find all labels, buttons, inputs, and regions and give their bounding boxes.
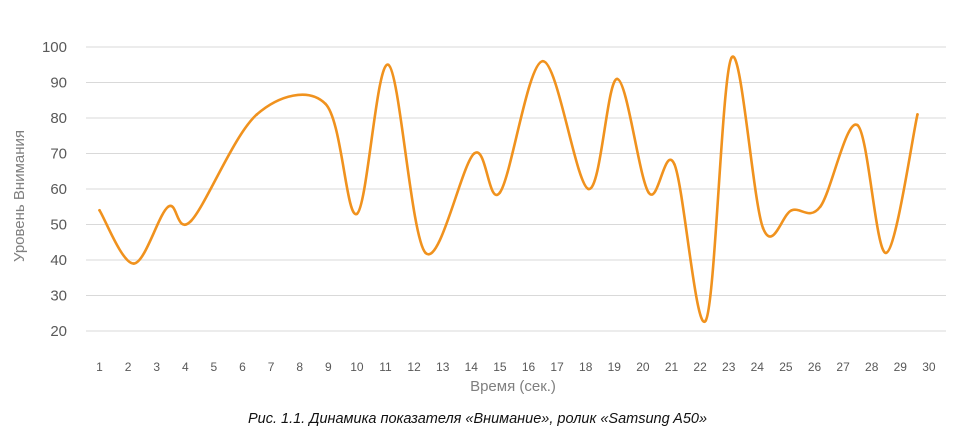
data-point [761,226,765,230]
data-point [324,102,327,106]
data-point [132,262,136,265]
y-tick-label: 80 [50,110,67,127]
data-point [704,319,708,322]
x-tick-label: 21 [665,360,679,374]
data-point [587,187,590,191]
data-point [884,251,888,255]
x-tick-label: 14 [465,360,479,374]
x-tick-label: 10 [350,360,364,374]
x-tick-label: 28 [865,360,879,374]
x-tick-label: 1 [96,360,103,374]
data-point [166,205,170,209]
data-point [541,59,545,63]
x-tick-label: 23 [722,360,736,374]
data-point [818,205,822,209]
y-tick-label: 70 [50,146,67,163]
figure-caption: Рис. 1.1. Динамика показателя «Внимание»… [247,411,708,427]
data-point [673,162,676,166]
x-tick-label: 3 [153,360,160,374]
x-tick-label: 18 [579,360,593,374]
y-tick-label: 30 [50,288,67,305]
y-tick-label: 50 [50,217,67,234]
x-tick-label: 25 [779,360,793,374]
data-point [189,219,193,223]
data-point [498,191,502,194]
y-tick-labels: 20 30 40 50 60 70 80 90 100 [42,39,67,340]
data-point [355,212,359,216]
data-point [615,77,619,81]
data-point [472,152,476,155]
data-point [387,63,390,67]
x-tick-label: 27 [836,360,850,374]
x-tick-label: 13 [436,360,450,374]
x-tick-label: 6 [239,360,246,374]
y-tick-label: 100 [42,39,67,56]
x-tick-label: 4 [182,360,189,374]
y-tick-label: 60 [50,181,67,198]
x-tick-label: 16 [522,360,536,374]
x-tick-label: 15 [493,360,507,374]
x-tick-label: 17 [550,360,564,374]
x-tick-label: 11 [379,360,392,374]
data-point [790,209,793,212]
data-point [424,251,427,255]
x-tick-label: 2 [125,360,132,374]
data-point [98,209,101,212]
data-point [916,113,919,116]
gridlines [86,46,946,332]
x-tick-label: 5 [211,360,218,374]
data-point [730,56,733,59]
y-tick-label: 40 [50,252,67,269]
y-tick-label: 20 [50,323,67,340]
x-tick-label: 26 [808,360,822,374]
x-tick-label: 20 [636,360,650,374]
y-tick-label: 90 [50,75,67,92]
x-tick-label: 12 [407,360,421,374]
data-point [255,113,259,116]
data-point [647,191,650,194]
x-tick-label: 7 [268,360,275,374]
x-tick-label: 8 [296,360,303,374]
x-tick-label: 30 [922,360,936,374]
series-layer [98,55,919,324]
x-tick-label: 19 [608,360,622,374]
data-point [856,123,859,127]
x-tick-labels: 1 2 3 4 5 6 7 8 9 10 11 12 13 14 15 16 17 18 19 20 21 22 23 24 2… [96,360,936,374]
x-tick-label: 22 [693,360,707,374]
x-tick-label: 29 [894,360,908,374]
x-axis-title: Время (сек.) [470,378,556,395]
y-axis-title: Уровень Внимания [11,130,28,262]
x-tick-label: 24 [751,360,765,374]
x-tick-label: 9 [325,360,332,374]
